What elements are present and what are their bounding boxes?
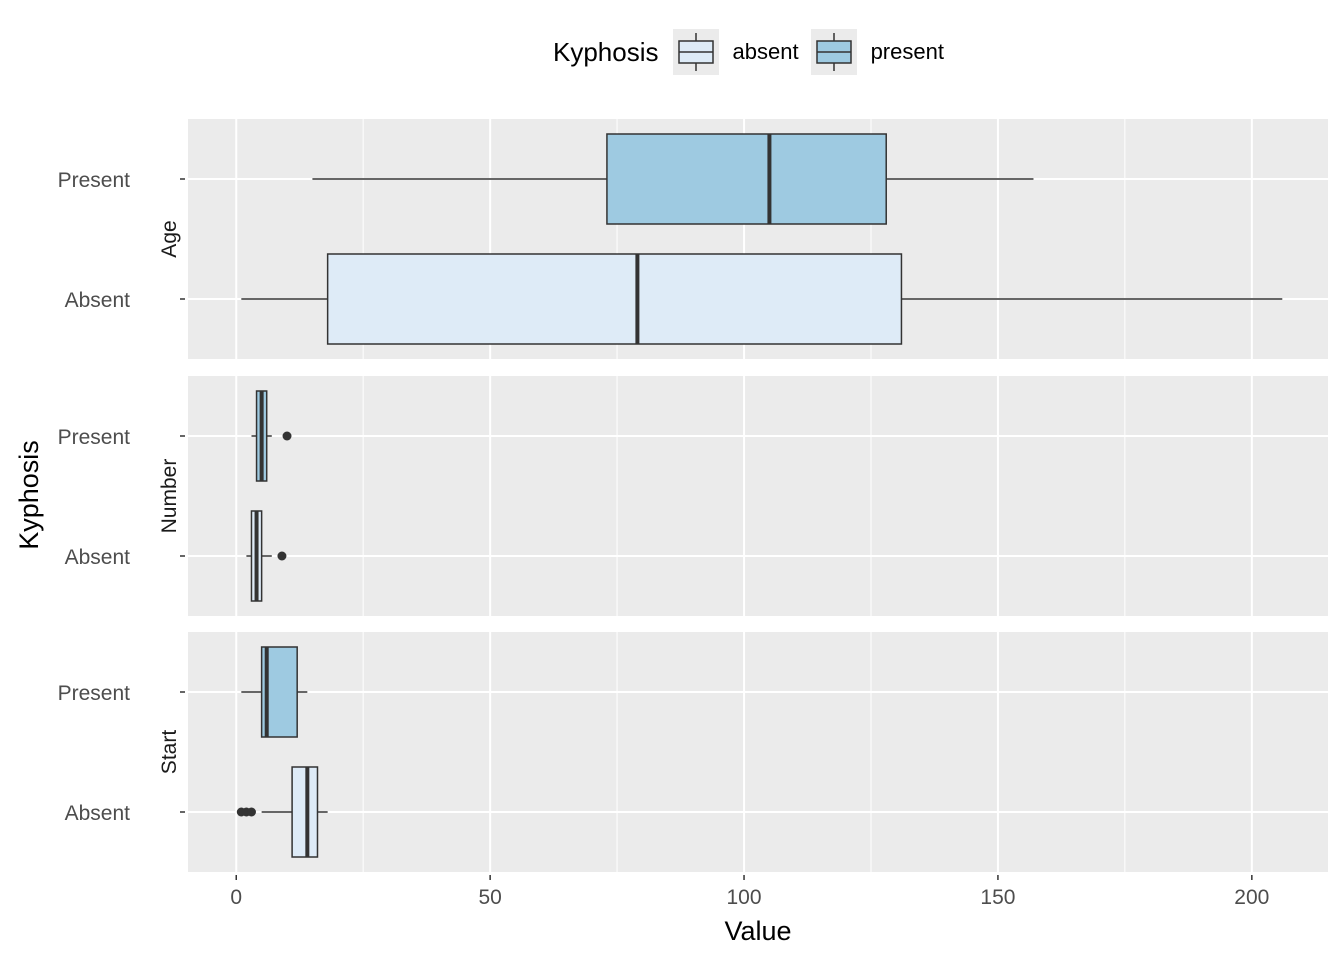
legend-label-present: present	[870, 39, 944, 64]
legend-item-absent: absent	[672, 29, 799, 75]
facet-strip-label-age: Age	[158, 220, 181, 257]
x-tick-label: 50	[478, 886, 501, 909]
outlier-point-number-present	[282, 431, 292, 441]
legend-title: Kyphosis	[553, 36, 659, 67]
y-tick-label: Absent	[65, 289, 131, 312]
panel-background-start	[188, 632, 1328, 872]
legend-item-present: present	[810, 29, 944, 75]
x-tick-label: 200	[1234, 886, 1269, 909]
y-tick-label: Absent	[65, 546, 131, 569]
facet-strip-label-start: Start	[158, 730, 181, 775]
outlier-point-start-absent	[246, 807, 256, 817]
legend: Kyphosis absent present	[553, 28, 956, 76]
box-start-absent	[291, 766, 319, 858]
y-tick-label: Present	[58, 426, 131, 449]
legend-key-absent-icon	[672, 29, 719, 75]
y-tick-label: Present	[58, 682, 131, 705]
box-age-absent	[326, 253, 903, 345]
outlier-point-number-absent	[277, 551, 287, 561]
x-axis-title: Value	[724, 916, 791, 946]
facet-strip-label-number: Number	[158, 459, 181, 534]
x-tick-label: 150	[980, 886, 1015, 909]
legend-key-present-icon	[810, 29, 857, 75]
y-tick-label: Present	[58, 169, 131, 192]
box-age-present	[606, 133, 887, 225]
x-tick-label: 0	[230, 886, 242, 909]
legend-label-absent: absent	[732, 39, 799, 64]
y-tick-label: Absent	[65, 802, 131, 825]
y-axis-title: Kyphosis	[14, 440, 44, 550]
x-tick-label: 100	[727, 886, 762, 909]
panel-background-number	[188, 376, 1328, 616]
